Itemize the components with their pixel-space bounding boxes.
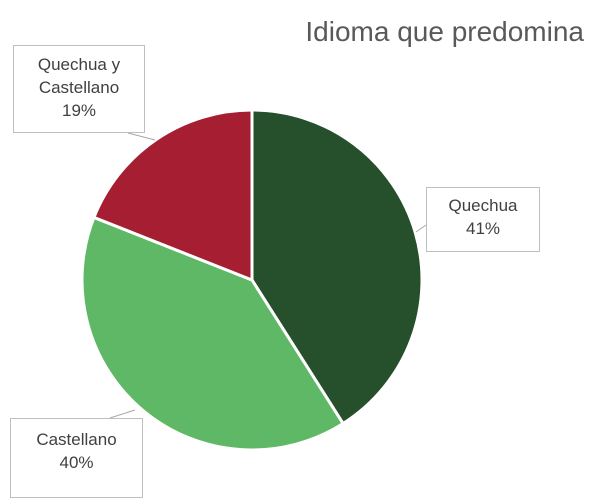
pie (80, 108, 424, 452)
pie-slice (91, 108, 254, 283)
pie-slice (80, 215, 346, 452)
label-value: 19% (61, 101, 97, 120)
label-category: Quechua (448, 196, 518, 215)
chart-title: Idioma que predomina (305, 16, 584, 47)
leader-line (109, 409, 136, 419)
label-category: Castellano (36, 430, 117, 449)
chart (80, 108, 427, 452)
page: {"chart_data": {"type": "pie", "title": … (10, 16, 584, 498)
label-value: 41% (465, 219, 501, 238)
data-label: Castellano 40% (10, 418, 143, 498)
leader-line (127, 132, 156, 141)
label-category: Quechua y Castellano (37, 55, 121, 97)
data-label: Quechua y Castellano 19% (13, 45, 145, 133)
leader-line (415, 224, 427, 233)
data-label: Quechua 41% (426, 187, 540, 252)
label-value: 40% (59, 453, 94, 472)
